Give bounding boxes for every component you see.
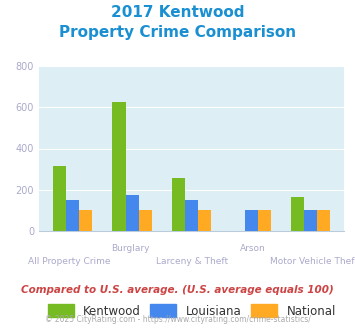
- Text: All Property Crime: All Property Crime: [28, 257, 111, 266]
- Text: Compared to U.S. average. (U.S. average equals 100): Compared to U.S. average. (U.S. average …: [21, 285, 334, 295]
- Bar: [126, 195, 139, 231]
- Bar: [198, 211, 211, 231]
- Bar: [304, 211, 317, 231]
- Text: 2017 Kentwood: 2017 Kentwood: [111, 5, 244, 20]
- Bar: [172, 178, 185, 231]
- Bar: [245, 211, 258, 231]
- Bar: [53, 166, 66, 231]
- Bar: [139, 211, 152, 231]
- Bar: [291, 197, 304, 231]
- Text: Property Crime Comparison: Property Crime Comparison: [59, 25, 296, 40]
- Bar: [79, 211, 92, 231]
- Bar: [185, 200, 198, 231]
- Text: Larceny & Theft: Larceny & Theft: [155, 257, 228, 266]
- Bar: [317, 211, 331, 231]
- Bar: [66, 200, 79, 231]
- Text: Arson: Arson: [240, 244, 266, 253]
- Legend: Kentwood, Louisiana, National: Kentwood, Louisiana, National: [43, 300, 340, 322]
- Bar: [258, 211, 271, 231]
- Text: © 2025 CityRating.com - https://www.cityrating.com/crime-statistics/: © 2025 CityRating.com - https://www.city…: [45, 315, 310, 324]
- Text: Motor Vehicle Theft: Motor Vehicle Theft: [270, 257, 355, 266]
- Text: Burglary: Burglary: [111, 244, 150, 253]
- Bar: [113, 102, 126, 231]
